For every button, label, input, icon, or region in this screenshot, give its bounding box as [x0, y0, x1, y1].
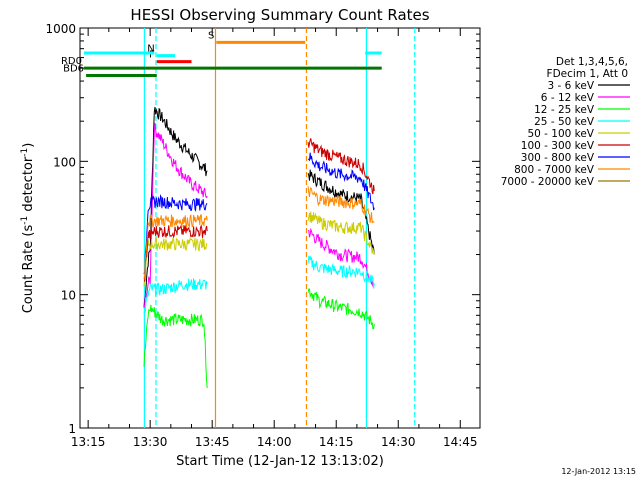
timestamp: 12-Jan-2012 13:15	[561, 467, 636, 476]
x-tick-label: 13:45	[195, 435, 230, 449]
series-line	[307, 255, 375, 289]
y-axis-ticks: 1 10 100 1000	[45, 22, 480, 436]
y-label-part: Count Rate (s	[21, 225, 36, 314]
series-line	[143, 106, 208, 308]
flag-label: N	[147, 44, 154, 55]
y-label-sup: -1	[20, 216, 30, 225]
legend-item-label: 50 - 100 keV	[527, 128, 594, 140]
series-line	[307, 152, 375, 211]
series-line	[307, 186, 375, 224]
y-tick-label: 1	[68, 422, 76, 436]
series-line	[143, 304, 208, 388]
legend-item-label: 12 - 25 keV	[534, 104, 595, 116]
y-label-part: detector	[21, 156, 36, 216]
x-tick-label: 14:00	[257, 435, 292, 449]
chart-title: HESSI Observing Summary Count Rates	[130, 6, 429, 24]
series-line	[143, 213, 208, 279]
y-tick-label: 10	[61, 289, 76, 303]
legend-item-label: 6 - 12 keV	[541, 92, 595, 104]
series-line	[143, 237, 208, 287]
legend-item-label: 3 - 6 keV	[547, 80, 594, 92]
flag-label: BD6	[63, 64, 84, 75]
y-axis-label: Count Rate (s-1 detector-1)	[20, 143, 36, 314]
flag-label: F	[149, 50, 155, 61]
legend-item-label: 300 - 800 keV	[521, 152, 595, 164]
series-line	[143, 194, 208, 274]
legend-header-line: FDecim 1, Att 0	[547, 68, 628, 80]
series-lines	[143, 106, 375, 388]
legend-item-label: 100 - 300 keV	[521, 140, 595, 152]
flag-label: S	[208, 30, 214, 41]
flag-label: RD0	[61, 56, 82, 67]
x-tick-label: 14:45	[443, 435, 478, 449]
legend-header-line: Det 1,3,4,5,6,	[556, 56, 628, 68]
y-tick-label: 1000	[45, 22, 76, 36]
series-line	[143, 122, 208, 308]
series-line	[143, 224, 208, 282]
x-axis-label: Start Time (12-Jan-12 13:13:02)	[176, 454, 384, 469]
legend: Det 1,3,4,5,6, FDecim 1, Att 0 3 - 6 keV…	[501, 56, 630, 188]
series-line	[307, 227, 375, 287]
legend-item-label: 800 - 7000 keV	[514, 164, 595, 176]
series-line	[307, 169, 375, 255]
plot-frame	[79, 27, 481, 429]
legend-item-label: 25 - 50 keV	[534, 116, 595, 128]
series-line	[307, 211, 375, 255]
y-label-sup: -1	[20, 148, 30, 157]
x-tick-label: 13:30	[133, 435, 168, 449]
legend-item-label: 7000 - 20000 keV	[501, 176, 595, 188]
series-line	[307, 138, 375, 195]
x-tick-label: 14:15	[319, 435, 354, 449]
y-label-part: )	[21, 143, 36, 148]
x-tick-label: 13:15	[71, 435, 106, 449]
y-tick-label: 100	[53, 155, 76, 169]
x-axis-ticks: 13:15 13:30 13:45 14:00 14:15 14:30 14:45	[71, 28, 478, 449]
series-line	[143, 278, 208, 314]
x-tick-label: 14:30	[381, 435, 416, 449]
series-line	[307, 288, 375, 330]
